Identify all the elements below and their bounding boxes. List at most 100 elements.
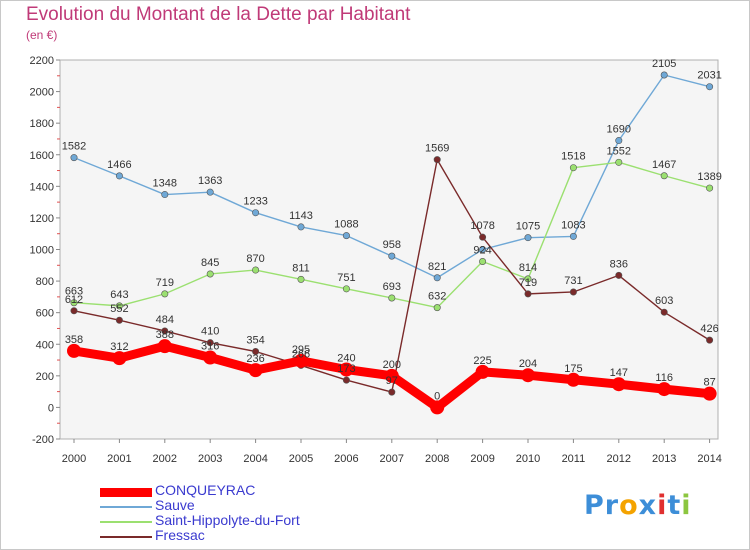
data-label: 388	[156, 329, 174, 341]
data-label: 2105	[652, 58, 676, 70]
data-label: 612	[65, 294, 83, 306]
legend-label: Saint-Hippolyte-du-Fort	[155, 512, 300, 528]
logo-letter: i	[681, 490, 692, 521]
data-label: 1389	[697, 171, 721, 183]
x-tick-label: 2003	[198, 453, 222, 465]
data-point	[115, 172, 123, 180]
data-label: 719	[156, 277, 174, 289]
data-point	[524, 275, 532, 283]
y-tick-label: -200	[32, 434, 54, 446]
data-label: 1518	[561, 151, 585, 163]
data-label: 1582	[62, 141, 86, 153]
data-label: 693	[383, 281, 401, 293]
x-tick-label: 2007	[380, 453, 404, 465]
x-tick-label: 2000	[62, 453, 86, 465]
data-label: 958	[383, 239, 401, 251]
y-tick-label: 800	[36, 276, 54, 288]
data-label: 870	[246, 253, 264, 265]
y-tick-label: 1400	[30, 181, 54, 193]
data-label: 1363	[198, 175, 222, 187]
data-point	[660, 71, 668, 79]
data-point	[206, 339, 214, 347]
data-label: 358	[65, 334, 83, 346]
data-point	[479, 233, 487, 241]
x-tick-label: 2005	[289, 453, 313, 465]
data-point	[70, 299, 78, 307]
legend-label: Sauve	[155, 497, 195, 513]
legend-swatch	[100, 521, 152, 523]
data-label: 811	[292, 262, 310, 274]
x-tick-label: 2002	[153, 453, 177, 465]
y-tick-label: 1200	[30, 213, 54, 225]
data-label: 1083	[561, 219, 585, 231]
data-point	[388, 388, 396, 396]
data-point	[67, 343, 81, 358]
x-tick-label: 2004	[243, 453, 267, 465]
logo-letter: t	[667, 490, 682, 521]
y-tick-label: 400	[36, 339, 54, 351]
legend-label: Fressac	[155, 527, 205, 543]
data-point	[342, 376, 350, 384]
x-tick-label: 2006	[334, 453, 358, 465]
data-label: 1078	[470, 220, 494, 232]
data-label: 1075	[516, 221, 540, 233]
data-point	[70, 307, 78, 315]
data-point	[706, 83, 714, 91]
logo-letter: o	[619, 490, 639, 521]
data-point	[569, 232, 577, 240]
data-point	[615, 158, 623, 166]
x-tick-label: 2009	[470, 453, 494, 465]
legend-item: Sauve	[100, 497, 400, 514]
data-point	[479, 258, 487, 266]
data-label: 173	[337, 363, 355, 375]
logo-letter: x	[638, 490, 658, 521]
data-label: 1143	[289, 210, 313, 222]
data-point	[479, 246, 487, 254]
data-label: 836	[610, 258, 628, 270]
data-label: 1088	[334, 219, 358, 231]
data-label: 719	[519, 277, 537, 289]
data-label: 312	[110, 341, 128, 353]
data-label: 236	[246, 353, 264, 365]
data-label: 0	[434, 390, 440, 402]
x-tick-label: 2010	[516, 453, 540, 465]
data-label: 175	[564, 363, 582, 375]
data-label: 266	[292, 348, 310, 360]
legend: CONQUEYRAC Sauve Saint-Hippolyte-du-Fort Fr…	[100, 483, 400, 544]
data-label: 814	[519, 262, 537, 274]
data-point	[702, 386, 717, 401]
data-point	[388, 294, 396, 302]
data-point	[206, 270, 214, 278]
data-label: 751	[337, 272, 355, 284]
data-point	[384, 368, 399, 383]
data-point	[112, 351, 127, 366]
legend-swatch	[100, 536, 152, 538]
data-label: 845	[201, 257, 219, 269]
data-label: 410	[201, 326, 219, 338]
data-point	[294, 353, 308, 368]
chart-subtitle: (en €)	[26, 28, 58, 42]
data-point	[657, 382, 672, 397]
data-label: 484	[156, 314, 174, 326]
data-point	[615, 271, 623, 279]
data-point	[252, 209, 260, 217]
data-point	[339, 362, 354, 377]
legend-item: Saint-Hippolyte-du-Fort	[100, 512, 400, 529]
data-label: 1466	[107, 159, 131, 171]
x-tick-label: 2001	[107, 453, 131, 465]
data-point	[475, 364, 490, 379]
data-label: 632	[428, 291, 446, 303]
data-label: 1467	[652, 159, 676, 171]
data-label: 97	[386, 375, 398, 387]
legend-item: CONQUEYRAC	[100, 483, 400, 499]
data-point	[430, 400, 445, 415]
data-label: 731	[564, 275, 582, 287]
chart-title: Evolution du Montant de la Dette par Hab…	[26, 4, 411, 25]
y-tick-label: 2000	[30, 87, 54, 99]
data-label: 1552	[607, 145, 631, 157]
data-point	[433, 274, 441, 282]
data-label: 552	[110, 303, 128, 315]
data-label: 225	[473, 355, 491, 367]
x-tick-label: 2012	[607, 453, 631, 465]
data-label: 924	[473, 245, 491, 257]
